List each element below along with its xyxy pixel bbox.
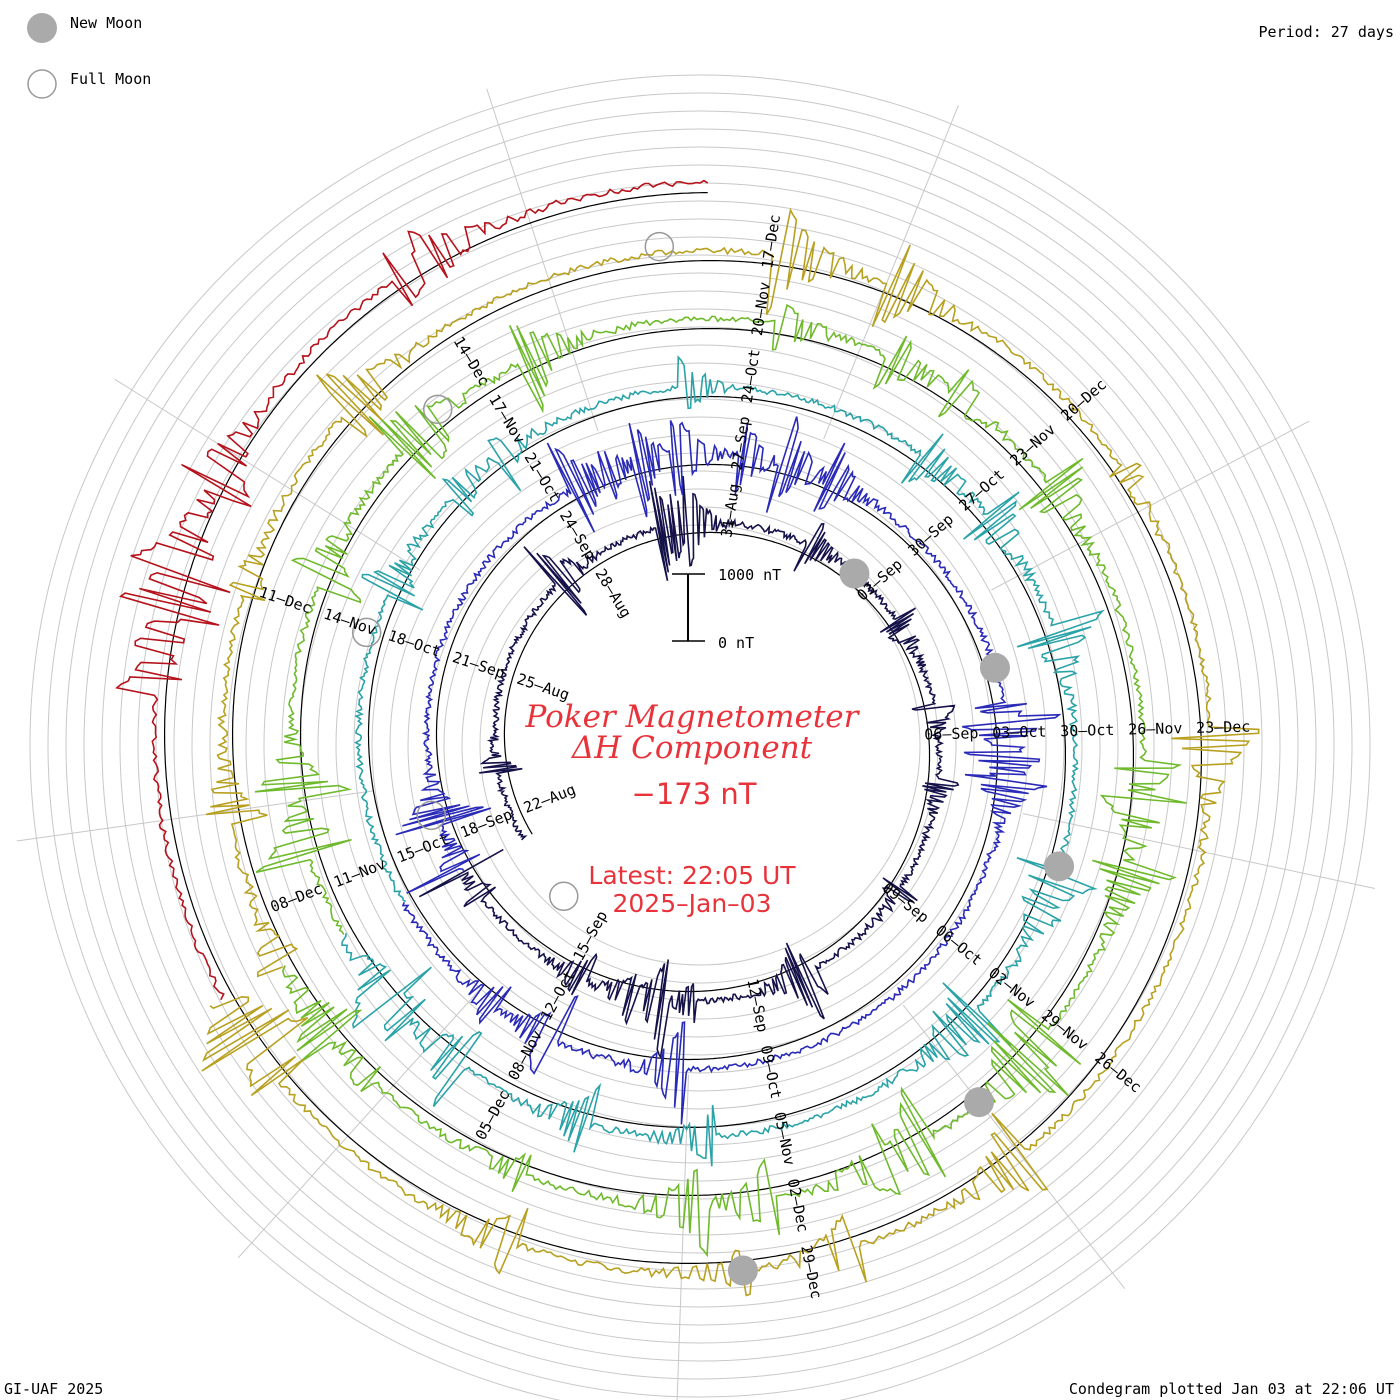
grid-ring <box>101 146 1299 1344</box>
grid-spoke <box>114 378 421 571</box>
new-moon-icon <box>979 652 1010 683</box>
full-moon-icon <box>549 881 579 912</box>
date-tick-label: 30–Sep <box>904 510 957 559</box>
grid-spoke <box>1022 813 1376 889</box>
date-tick-label: 11–Nov <box>331 855 388 892</box>
trace-series-6 <box>115 179 709 1001</box>
scale-bar: 1000 nT 0 nT <box>672 566 781 652</box>
grid-ring <box>245 290 1155 1200</box>
chart-title: Poker Magnetometer <box>525 699 861 735</box>
grid-spoke <box>676 1074 689 1400</box>
date-tick-label: 20–Nov <box>748 281 774 337</box>
date-tick-label: 30–Oct <box>1060 721 1115 740</box>
full-moon-icon <box>351 617 382 648</box>
full-moon-icon <box>416 800 447 831</box>
grid-ring <box>281 326 1119 1164</box>
grid-spoke <box>486 88 599 432</box>
grid-ring <box>371 416 1029 1074</box>
baseline-turn <box>291 328 1134 1196</box>
date-tick-label: 26–Nov <box>1128 719 1183 738</box>
date-tick-label: 23–Dec <box>1196 718 1251 737</box>
grid-ring <box>119 164 1281 1326</box>
date-tick-label: 18–Oct <box>386 626 443 660</box>
grid-ring <box>65 110 1335 1380</box>
data-traces <box>115 179 1260 1297</box>
date-tick-label: 03–Oct <box>992 723 1047 742</box>
latest-time: Latest: 22:05 UT <box>588 861 796 890</box>
full-moon-icon <box>423 394 453 425</box>
new-moon-icon <box>839 558 870 589</box>
full-moon-legend-label: Full Moon <box>70 70 151 88</box>
grid-spoke <box>16 790 374 842</box>
date-tick-label: 17–Nov <box>485 391 529 447</box>
credit-label: GI-UAF 2025 <box>4 1380 104 1398</box>
baseline-spiral <box>164 192 1202 1264</box>
trace-series-2 <box>395 416 1062 1125</box>
date-tick-label: 05–Dec <box>472 1087 514 1143</box>
date-tick-label: 15–Sep <box>569 908 611 964</box>
date-tick-label: 21–Sep <box>450 648 507 682</box>
date-tick-label: 14–Nov <box>321 605 378 639</box>
trace-series-1 <box>418 476 960 1060</box>
date-tick-label: 24–Sep <box>556 507 600 563</box>
new-moon-icon <box>963 1087 994 1118</box>
date-tick-label: 20–Dec <box>1057 375 1110 424</box>
date-tick-label: 24–Oct <box>738 348 764 404</box>
full-moon-legend-icon <box>27 69 57 99</box>
moon-markers <box>351 231 1075 1286</box>
date-tick-label: 09–Oct <box>757 1044 785 1101</box>
baseline-turn <box>164 192 708 995</box>
grid-ring <box>335 380 1065 1110</box>
date-tick-label: 22–Aug <box>521 780 578 817</box>
trace-series-4 <box>254 303 1187 1258</box>
trace-series-3 <box>341 355 1105 1167</box>
new-moon-legend-label: New Moon <box>70 14 142 32</box>
date-tick-label: 29–Nov <box>1038 1006 1092 1054</box>
date-tick-label: 06–Sep <box>924 724 979 743</box>
full-moon-icon <box>644 231 675 262</box>
date-tick-label: 05–Nov <box>770 1110 798 1167</box>
new-moon-legend-icon <box>27 13 57 43</box>
period-label: Period: 27 days <box>1258 23 1394 41</box>
grid-spoke <box>902 1004 1126 1290</box>
grid-ring <box>191 236 1209 1254</box>
grid-spoke <box>823 105 959 440</box>
date-tick-label: 12–Oct <box>537 967 579 1023</box>
scale-bar-top-label: 1000 nT <box>718 566 781 584</box>
date-tick-label: 14–Dec <box>450 333 494 389</box>
grid-ring <box>263 308 1137 1182</box>
grid-ring <box>47 92 1353 1398</box>
date-tick-label: 31–Aug <box>717 482 743 538</box>
scale-bar-bottom-label: 0 nT <box>718 634 754 652</box>
grid-ring <box>389 434 1011 1056</box>
grid-ring <box>173 218 1227 1272</box>
chart-subtitle: ΔH Component <box>571 730 813 766</box>
new-moon-icon <box>1044 851 1075 882</box>
grid-ring <box>227 272 1173 1218</box>
date-tick-label: 29–Dec <box>797 1244 825 1301</box>
latest-date: 2025–Jan–03 <box>613 889 772 918</box>
date-tick-label: 27–Sep <box>728 415 754 471</box>
new-moon-icon <box>727 1255 758 1286</box>
current-value: −173 nT <box>632 777 757 811</box>
grid-spoke <box>237 989 480 1259</box>
date-tick-label: 28–Aug <box>591 565 635 621</box>
baseline-turn <box>411 463 999 1061</box>
baseline-turn <box>231 260 1202 1264</box>
date-tick-label: 26–Dec <box>1091 1049 1145 1097</box>
plotted-timestamp: Condegram plotted Jan 03 at 22:06 UT <box>1068 1380 1394 1398</box>
grid-ring <box>29 74 1371 1400</box>
grid-ring <box>83 128 1317 1362</box>
date-tick-label: 08–Nov <box>504 1027 546 1083</box>
trace-series-5 <box>201 207 1260 1297</box>
